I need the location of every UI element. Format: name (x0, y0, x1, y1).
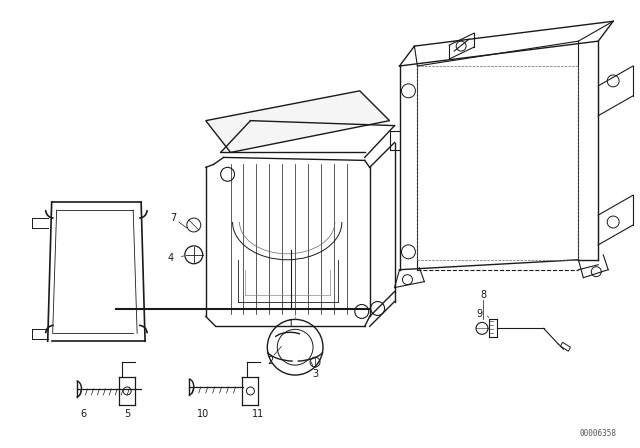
Text: 7: 7 (170, 213, 176, 223)
Text: 9: 9 (476, 310, 482, 319)
Text: 2: 2 (267, 356, 273, 366)
Text: 10: 10 (196, 409, 209, 419)
Text: 4: 4 (168, 253, 174, 263)
Text: 3: 3 (312, 369, 318, 379)
Text: 6: 6 (81, 409, 86, 419)
Polygon shape (205, 91, 390, 152)
Text: 11: 11 (252, 409, 264, 419)
Text: 00006358: 00006358 (579, 429, 616, 438)
Text: 1: 1 (288, 319, 294, 329)
Text: 8: 8 (480, 289, 486, 300)
Text: 5: 5 (124, 409, 131, 419)
